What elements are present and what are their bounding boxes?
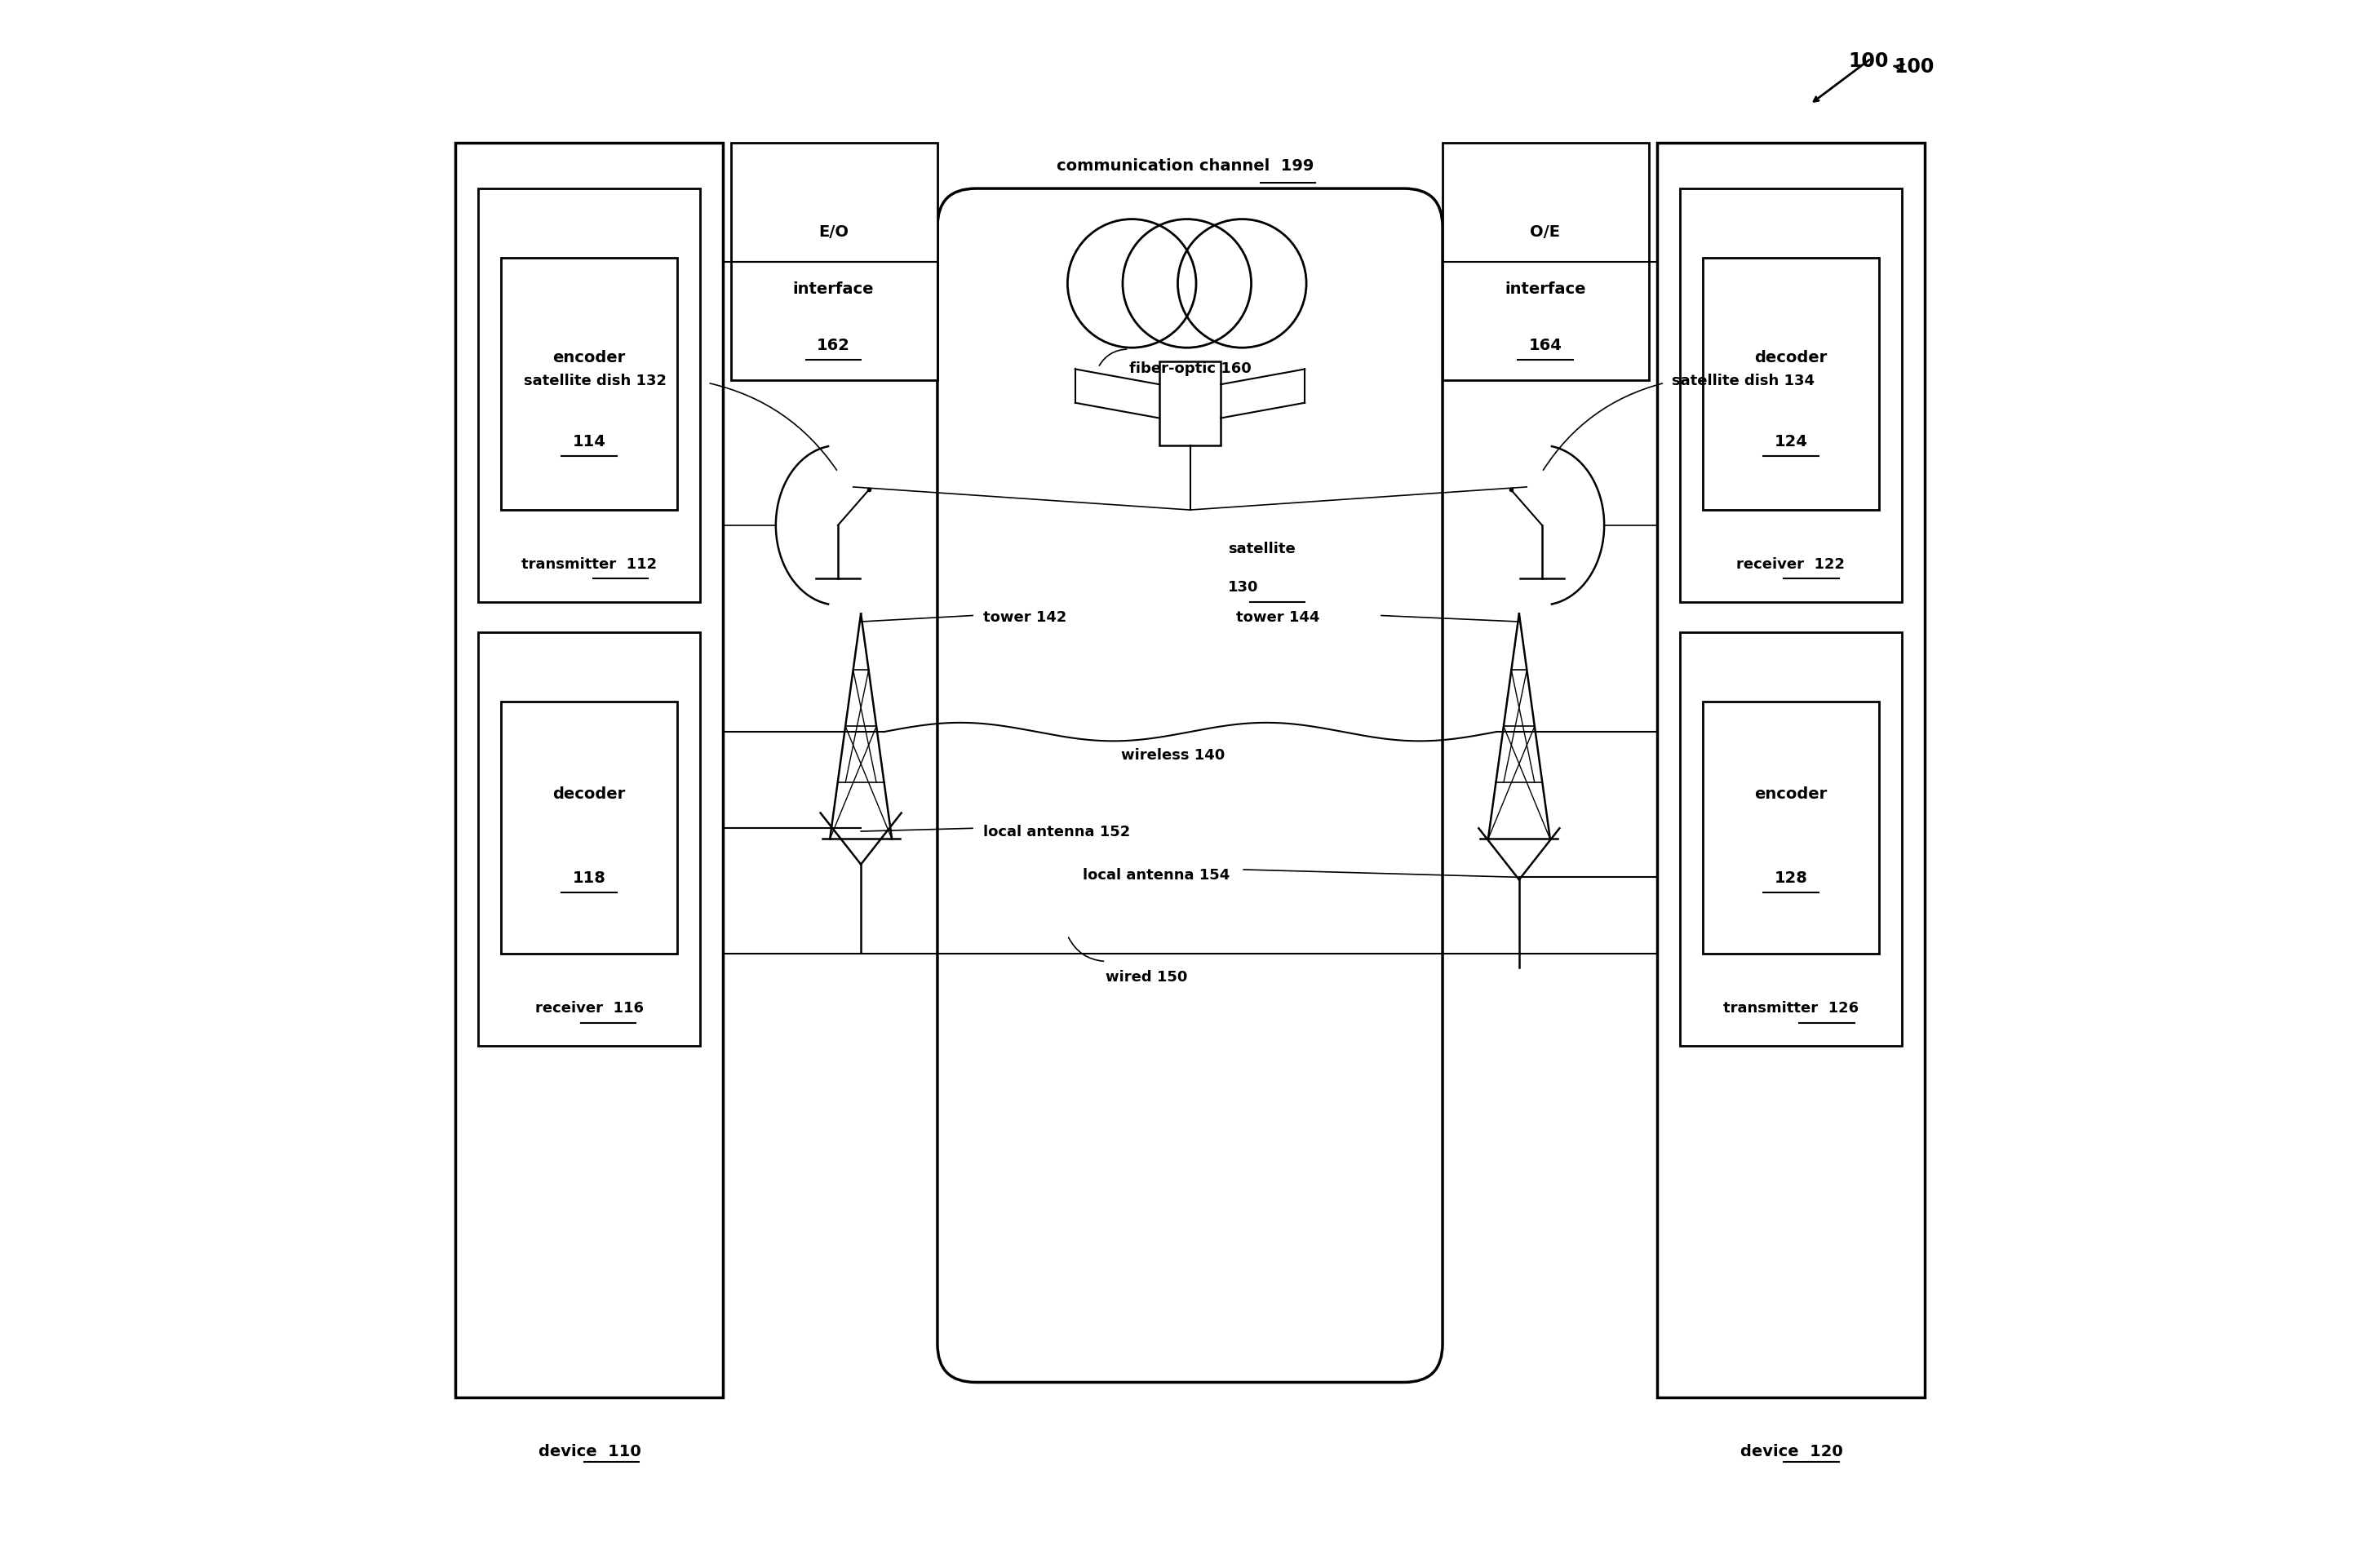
Text: encoder: encoder — [552, 350, 626, 365]
Bar — [1656, 143, 1925, 1398]
Bar — [1680, 633, 1902, 1046]
Text: communication channel  199: communication channel 199 — [1057, 159, 1314, 174]
Text: transmitter  126: transmitter 126 — [1723, 1000, 1859, 1016]
Text: device  120: device 120 — [1740, 1444, 1842, 1459]
Bar — [731, 143, 938, 381]
Text: 100: 100 — [1894, 57, 1935, 77]
Text: satellite: satellite — [1228, 541, 1295, 556]
Text: fiber-optic 160: fiber-optic 160 — [1128, 361, 1252, 376]
Text: decoder: decoder — [552, 786, 626, 801]
Text: receiver  116: receiver 116 — [536, 1000, 643, 1016]
Text: encoder: encoder — [1754, 786, 1828, 801]
Text: tower 144: tower 144 — [1235, 610, 1319, 624]
Text: interface: interface — [1504, 280, 1585, 296]
Text: 100: 100 — [1849, 51, 1904, 72]
Text: local antenna 154: local antenna 154 — [1083, 868, 1230, 881]
Text: local antenna 152: local antenna 152 — [983, 824, 1130, 838]
Text: transmitter  112: transmitter 112 — [521, 556, 657, 572]
Bar — [1442, 143, 1649, 381]
Text: device  110: device 110 — [538, 1444, 640, 1459]
Text: wireless 140: wireless 140 — [1121, 747, 1226, 763]
Bar — [502, 257, 678, 510]
Text: tower 142: tower 142 — [983, 610, 1066, 624]
Text: 128: 128 — [1773, 869, 1806, 886]
Text: wired 150: wired 150 — [1107, 969, 1188, 985]
Text: 164: 164 — [1528, 337, 1561, 353]
Bar — [502, 701, 678, 954]
Text: 118: 118 — [574, 869, 607, 886]
Bar — [1159, 362, 1221, 447]
Bar — [1702, 257, 1878, 510]
Text: receiver  122: receiver 122 — [1737, 556, 1844, 572]
Bar — [455, 143, 724, 1398]
Text: 114: 114 — [574, 435, 607, 450]
Text: satellite dish 132: satellite dish 132 — [524, 373, 666, 388]
Bar — [1702, 701, 1878, 954]
Text: E/O: E/O — [819, 225, 847, 240]
Bar — [1680, 190, 1902, 603]
Text: satellite dish 134: satellite dish 134 — [1673, 373, 1816, 388]
Text: 162: 162 — [816, 337, 850, 353]
Text: 124: 124 — [1773, 435, 1806, 450]
Bar — [478, 190, 700, 603]
Text: 130: 130 — [1228, 579, 1259, 595]
Bar — [478, 633, 700, 1046]
Text: decoder: decoder — [1754, 350, 1828, 365]
FancyBboxPatch shape — [938, 190, 1442, 1382]
Text: interface: interface — [793, 280, 873, 296]
Text: O/E: O/E — [1530, 225, 1561, 240]
